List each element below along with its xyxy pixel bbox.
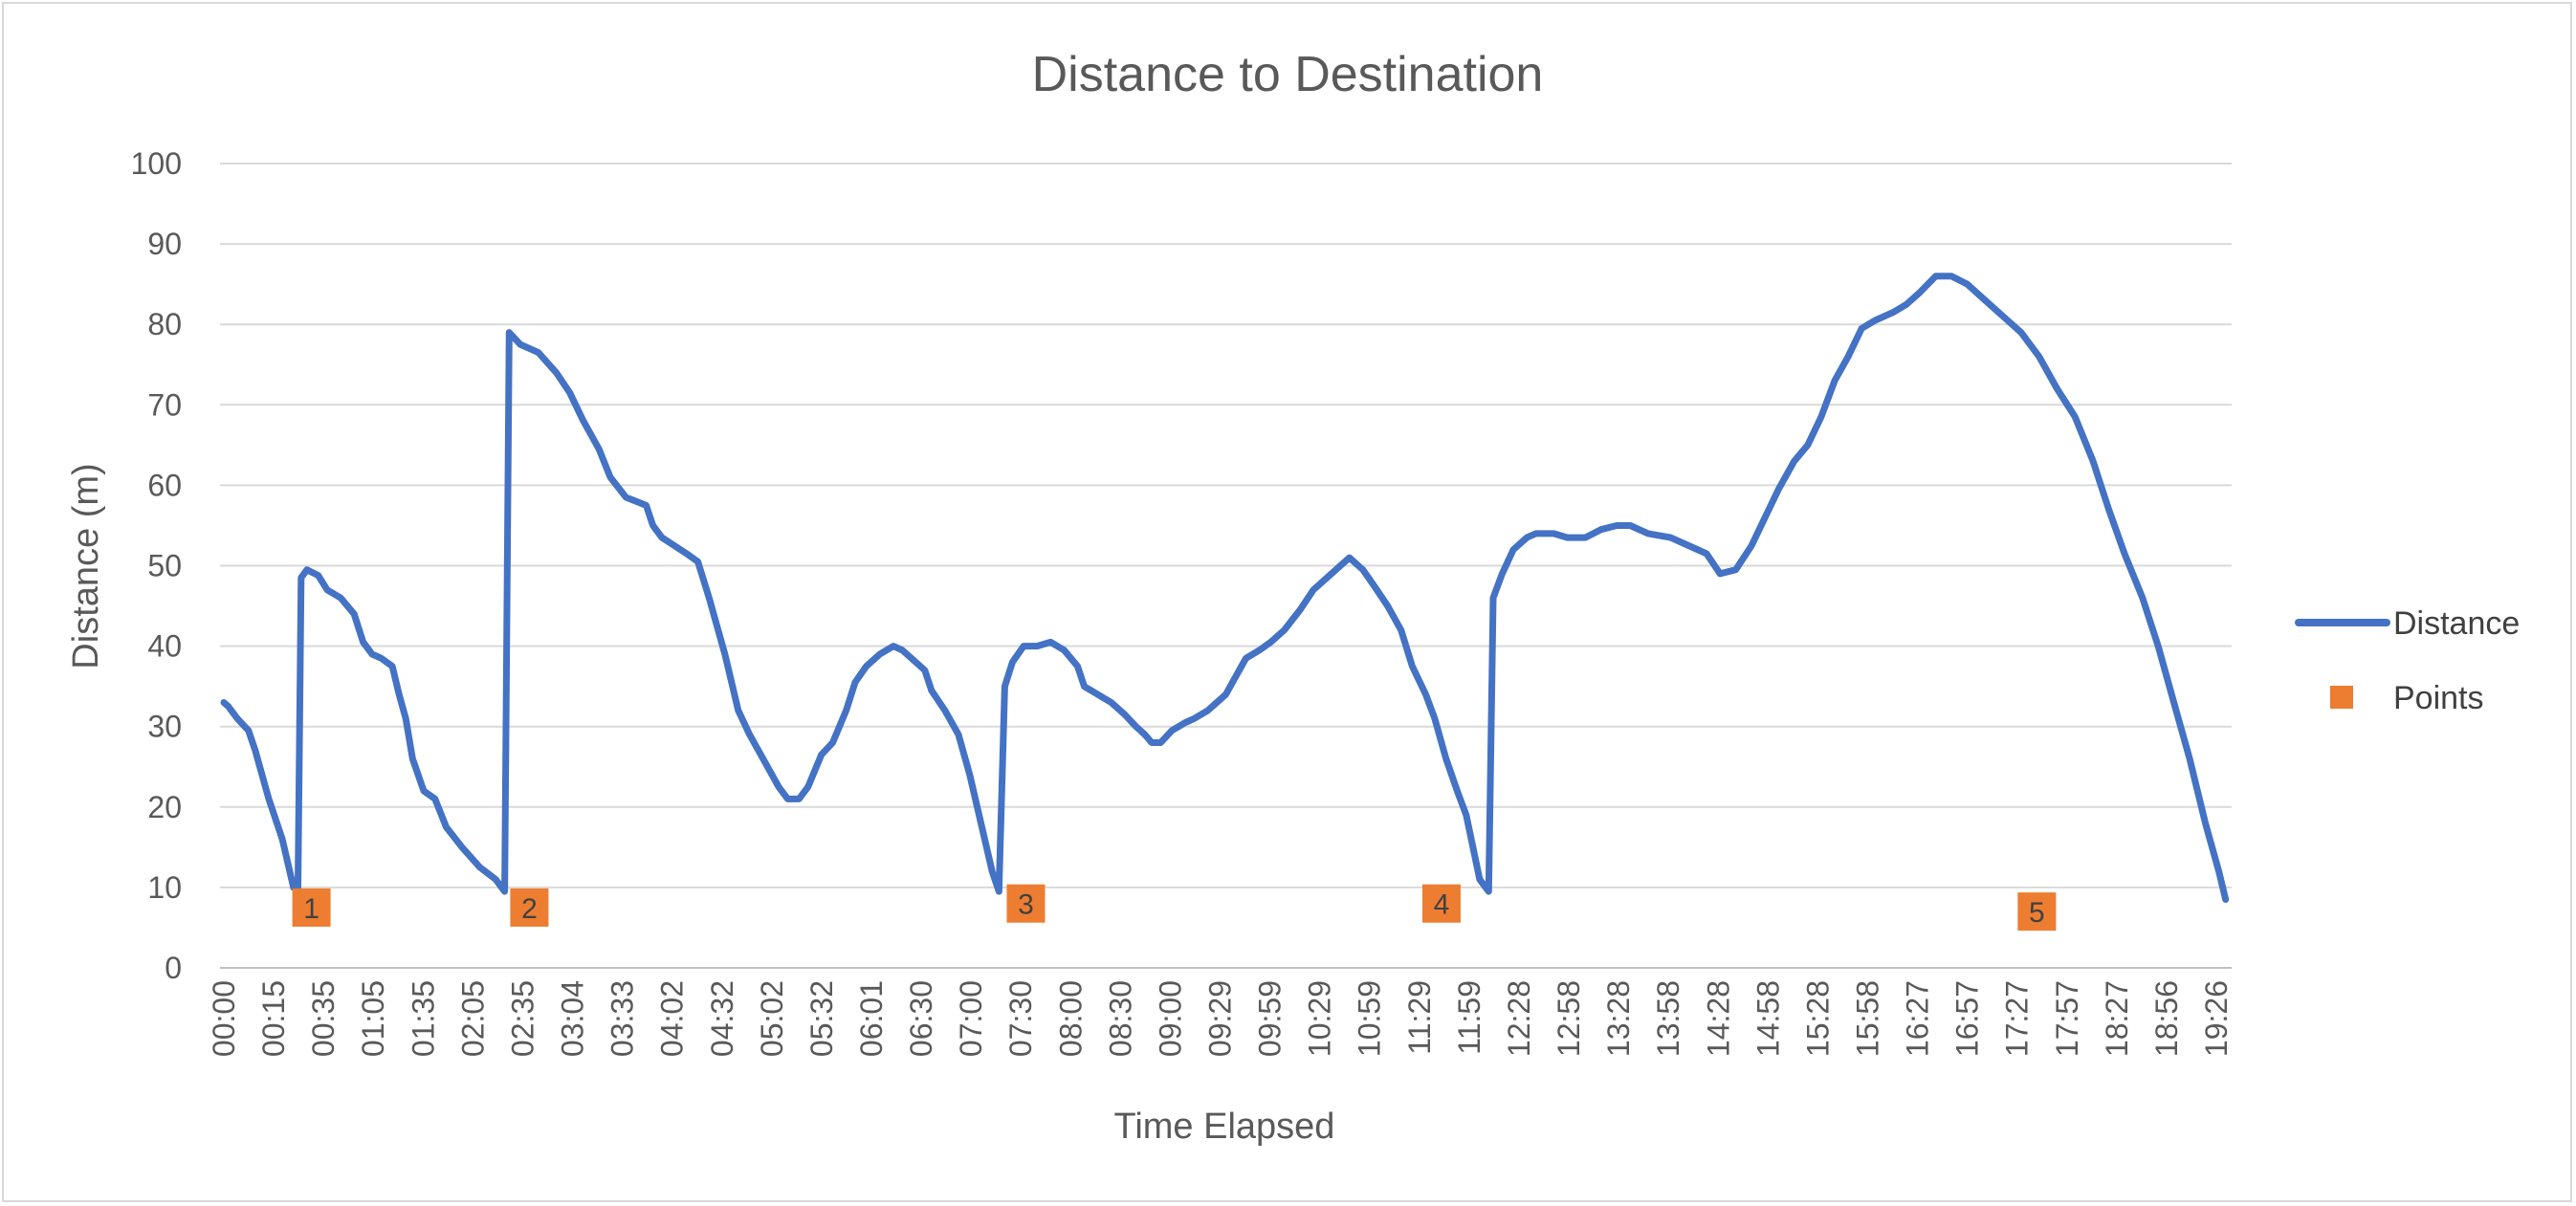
- x-tick-label: 14:28: [1701, 980, 1735, 1057]
- y-tick-label: 40: [147, 629, 182, 664]
- x-tick-label: 16:27: [1901, 980, 1935, 1057]
- x-tick-label: 12:58: [1552, 980, 1586, 1057]
- legend-points-swatch: [2330, 686, 2353, 709]
- x-tick-label: 18:56: [2149, 980, 2184, 1057]
- point-marker-label: 5: [2029, 897, 2045, 929]
- x-axis-title: Time Elapsed: [1114, 1107, 1335, 1147]
- x-tick-label: 00:00: [207, 980, 241, 1057]
- x-tick-label: 15:28: [1800, 980, 1835, 1057]
- x-tick-label: 16:57: [1950, 980, 1985, 1057]
- y-axis-ticks: 0 10 20 30 40 50 60 70 80 90 100: [131, 146, 182, 985]
- x-tick-label: 03:33: [605, 980, 640, 1057]
- x-tick-label: 04:02: [655, 980, 690, 1057]
- x-tick-label: 01:35: [406, 980, 440, 1057]
- x-tick-label: 10:29: [1303, 980, 1337, 1057]
- point-marker-4: [1421, 884, 1461, 923]
- y-tick-label: 100: [131, 146, 182, 181]
- x-tick-label: 08:00: [1053, 980, 1088, 1057]
- point-marker-label: 2: [521, 893, 538, 925]
- y-tick-label: 50: [147, 549, 182, 583]
- x-tick-label: 18:27: [2100, 980, 2134, 1057]
- x-tick-label: 01:05: [356, 980, 390, 1057]
- point-marker-5: [2017, 892, 2057, 932]
- x-tick-label: 05:02: [755, 980, 789, 1057]
- x-tick-label: 13:28: [1601, 980, 1636, 1057]
- x-tick-label: 07:30: [1003, 980, 1038, 1057]
- x-tick-label: 14:58: [1750, 980, 1785, 1057]
- legend-distance-label: Distance: [2393, 605, 2520, 642]
- x-tick-label: 06:01: [854, 980, 889, 1057]
- x-tick-label: 13:58: [1651, 980, 1685, 1057]
- point-marker-2: [510, 888, 549, 927]
- x-tick-label: 04:32: [705, 980, 739, 1057]
- gridlines: [220, 163, 2232, 969]
- point-marker-label: 3: [1018, 889, 1034, 921]
- point-marker-label: 4: [1434, 889, 1450, 921]
- x-tick-label: 10:59: [1353, 980, 1387, 1057]
- y-tick-label: 90: [147, 227, 182, 261]
- series-layer: 1 2 3 4 5: [220, 273, 2230, 932]
- legend-points-label: Points: [2393, 680, 2484, 716]
- x-tick-label: 06:30: [904, 980, 938, 1057]
- x-tick-label: 12:28: [1502, 980, 1536, 1057]
- x-tick-label: 11:59: [1452, 980, 1486, 1055]
- y-tick-label: 10: [147, 870, 182, 905]
- y-tick-label: 80: [147, 307, 182, 341]
- y-axis-title: Distance (m): [66, 463, 106, 669]
- x-tick-label: 00:15: [256, 980, 291, 1057]
- x-tick-label: 17:27: [2000, 980, 2035, 1057]
- x-tick-label: 11:29: [1402, 980, 1437, 1055]
- x-tick-label: 08:30: [1103, 980, 1137, 1057]
- x-tick-label: 00:35: [306, 980, 341, 1057]
- x-tick-label: 15:58: [1850, 980, 1884, 1057]
- point-marker-label: 1: [303, 893, 319, 925]
- x-tick-label: 02:35: [505, 980, 539, 1057]
- y-tick-label: 60: [147, 468, 182, 502]
- x-tick-label: 17:57: [2050, 980, 2084, 1057]
- x-tick-label: 07:00: [954, 980, 988, 1057]
- y-tick-label: 0: [165, 951, 182, 985]
- y-tick-label: 20: [147, 790, 182, 824]
- point-marker-1: [292, 888, 331, 927]
- x-tick-label: 19:26: [2199, 980, 2234, 1057]
- x-axis-ticks: 00:00 00:15 00:35 01:05 01:35 02:05 02:35 03:04…: [207, 980, 2234, 1057]
- point-marker-3: [1006, 884, 1046, 923]
- x-tick-label: 09:29: [1203, 980, 1238, 1057]
- x-tick-label: 09:00: [1153, 980, 1187, 1057]
- x-tick-label: 09:59: [1253, 980, 1288, 1057]
- distance-line: [220, 273, 2230, 903]
- x-tick-label: 03:04: [556, 980, 590, 1057]
- y-tick-label: 70: [147, 387, 182, 422]
- x-tick-label: 05:32: [804, 980, 839, 1057]
- legend: Distance Points: [2295, 605, 2520, 716]
- x-tick-label: 02:05: [455, 980, 490, 1057]
- chart-title: Distance to Destination: [1032, 47, 1544, 102]
- y-tick-label: 30: [147, 710, 182, 744]
